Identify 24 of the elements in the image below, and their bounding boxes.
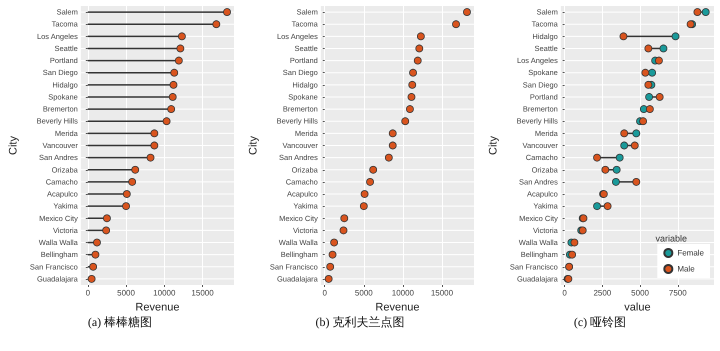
x-tick-label: 15000	[191, 288, 214, 298]
y-axis-title: City	[8, 136, 20, 155]
y-axis-title: City	[488, 136, 500, 155]
x-tick-label: 0	[562, 288, 568, 298]
x-tick-label: 5000	[117, 288, 136, 298]
text: (b) 克利夫兰点图	[316, 315, 404, 329]
x-tick-label: 5000	[354, 288, 374, 298]
x-tick-label: 0	[86, 288, 91, 298]
y-axis-title: City	[248, 136, 260, 155]
legend-title: variable	[655, 234, 688, 244]
x-axis-title: Revenue	[375, 301, 420, 314]
text: (c) 哑铃图	[574, 315, 626, 329]
legend-label: Male	[677, 264, 696, 274]
x-axis-title: value	[624, 301, 651, 314]
x-tick-label: 10000	[153, 288, 176, 298]
x-axis-title: Revenue	[135, 301, 180, 314]
x-tick-label: 0	[322, 288, 328, 298]
text: (a) 棒棒糖图	[88, 315, 152, 329]
x-tick-label: 2500	[593, 288, 612, 298]
x-tick-label: 15000	[430, 288, 454, 298]
x-tick-label: 5000	[631, 288, 650, 298]
x-tick-label: 10000	[392, 288, 415, 298]
x-tick-label: 7500	[668, 288, 688, 298]
legend-label: Female	[677, 248, 705, 258]
